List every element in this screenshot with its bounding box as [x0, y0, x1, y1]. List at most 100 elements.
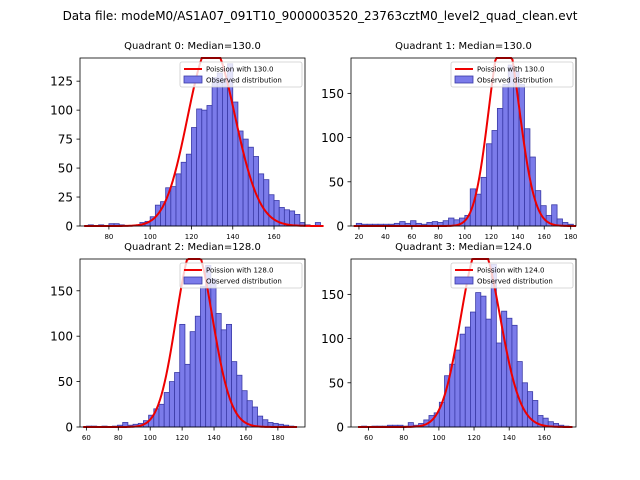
x-tick-label: 120: [467, 434, 480, 442]
x-tick-label: 160: [538, 434, 551, 442]
histogram-bar: [231, 361, 238, 428]
x-tick-label: 140: [511, 233, 524, 241]
legend-label-observed: Observed distribution: [477, 77, 553, 85]
legend-label-observed: Observed distribution: [477, 278, 553, 286]
histogram-bar: [196, 108, 203, 227]
x-tick-label: 160: [538, 233, 551, 241]
legend-bar-swatch: [454, 75, 474, 84]
y-tick-label: 150: [321, 288, 344, 302]
x-tick-label: 60: [364, 434, 373, 442]
histogram-bar: [480, 176, 487, 227]
legend-bar-swatch: [183, 75, 203, 84]
x-tick-label: 80: [104, 233, 113, 241]
histogram-bar: [179, 323, 186, 428]
legend: Poission with 130.0 Observed distribution: [450, 61, 574, 88]
x-tick-label: 140: [207, 434, 220, 442]
x-tick-label: 60: [82, 434, 91, 442]
legend-box: [179, 262, 303, 289]
y-tick-label: 50: [58, 162, 73, 176]
histogram-bar: [521, 382, 528, 428]
x-tick-label: 180: [271, 434, 284, 442]
legend-label-observed: Observed distribution: [206, 278, 282, 286]
figure-suptitle: Data file: modeM0/AS1A07_091T10_90000035…: [63, 9, 578, 23]
histogram-bar: [180, 161, 187, 227]
histogram-bar: [527, 391, 534, 428]
axes-frame: [350, 258, 577, 428]
histogram-bar: [475, 292, 482, 428]
axes-frame: [79, 57, 306, 227]
legend-label-observed: Observed distribution: [206, 77, 282, 85]
histogram-bar: [168, 381, 175, 428]
histogram-bar: [480, 295, 487, 428]
y-tick-label: 100: [50, 330, 73, 344]
histogram-bar: [268, 194, 275, 227]
y-tick-label: 125: [50, 75, 73, 89]
histogram-bar: [486, 143, 493, 227]
legend-box: [179, 61, 303, 88]
subplot-quadrant-1: Quadrant 1: Median=130.0 20 40 60 80 100 120 14…: [321, 41, 577, 241]
histogram-bar: [215, 313, 222, 428]
histogram-bar: [191, 127, 198, 227]
x-tick-label: 40: [381, 233, 390, 241]
histogram-bar: [185, 153, 192, 227]
histogram-bar: [175, 173, 182, 227]
x-tick-label: 80: [434, 233, 443, 241]
histogram-bar: [211, 77, 218, 227]
x-tick-label: 140: [503, 434, 516, 442]
histogram-bars: [355, 64, 574, 227]
histogram-bar: [485, 318, 492, 428]
histogram-bar: [226, 323, 232, 428]
y-tick-label: 50: [329, 175, 344, 189]
y-tick-label: 150: [321, 87, 344, 101]
histogram-bar: [294, 214, 301, 227]
legend: Poission with 128.0 Observed distribution: [179, 262, 303, 289]
y-tick-label: 50: [329, 376, 344, 390]
histogram-bar: [216, 72, 223, 227]
legend-label-poisson: Poission with 130.0: [477, 66, 545, 74]
legend-label-poisson: Poission with 128.0: [206, 267, 274, 275]
histogram-bar: [507, 64, 515, 227]
legend: Poission with 130.0 Observed distribution: [179, 61, 303, 88]
y-tick-label: 0: [65, 220, 73, 234]
histogram-bar: [189, 331, 196, 428]
y-tick-label: 75: [58, 133, 73, 147]
y-tick-label: 0: [336, 220, 344, 234]
histogram-bar: [170, 186, 177, 227]
x-tick-label: 100: [458, 233, 471, 241]
histogram-bar: [491, 130, 498, 227]
y-tick-label: 100: [50, 104, 73, 118]
histogram-bar: [454, 349, 461, 428]
histogram-bar: [496, 108, 504, 227]
subplot-title: Quadrant 2: Median=128.0: [124, 242, 261, 253]
legend: Poission with 124.0 Observed distribution: [450, 262, 574, 289]
x-tick-label: 140: [226, 233, 239, 241]
subplot-quadrant-0: Quadrant 0: Median=130.0 80 100 120 140 160 0 2…: [50, 41, 324, 241]
legend-label-poisson: Poission with 124.0: [477, 267, 545, 275]
histogram-bar: [475, 193, 482, 227]
legend-label-poisson: Poission with 130.0: [206, 66, 274, 74]
legend-box: [450, 262, 574, 289]
axes-frame: [79, 258, 306, 428]
x-tick-label: 80: [399, 434, 408, 442]
legend-bar-swatch: [183, 276, 203, 285]
histogram-bar: [163, 392, 170, 428]
subplots: Quadrant 0: Median=130.0 80 100 120 140 160 0 2…: [50, 41, 577, 442]
histogram-bar: [200, 285, 207, 428]
histogram-bar: [201, 109, 208, 227]
x-tick-label: 60: [407, 233, 416, 241]
histogram-bar: [158, 403, 165, 428]
x-tick-label: 120: [175, 434, 188, 442]
y-tick-label: 0: [65, 421, 73, 435]
y-tick-label: 0: [336, 421, 344, 435]
y-tick-label: 25: [58, 191, 73, 205]
axes-frame: [350, 57, 577, 227]
legend-box: [450, 61, 574, 88]
histogram-bar: [194, 315, 201, 428]
y-tick-label: 150: [50, 284, 73, 298]
histogram-bar: [470, 311, 477, 428]
histogram-bar: [222, 78, 228, 227]
histogram-bar: [551, 204, 558, 227]
x-tick-label: 80: [114, 434, 123, 442]
y-tick-label: 100: [321, 332, 344, 346]
histogram-bars: [85, 264, 295, 428]
